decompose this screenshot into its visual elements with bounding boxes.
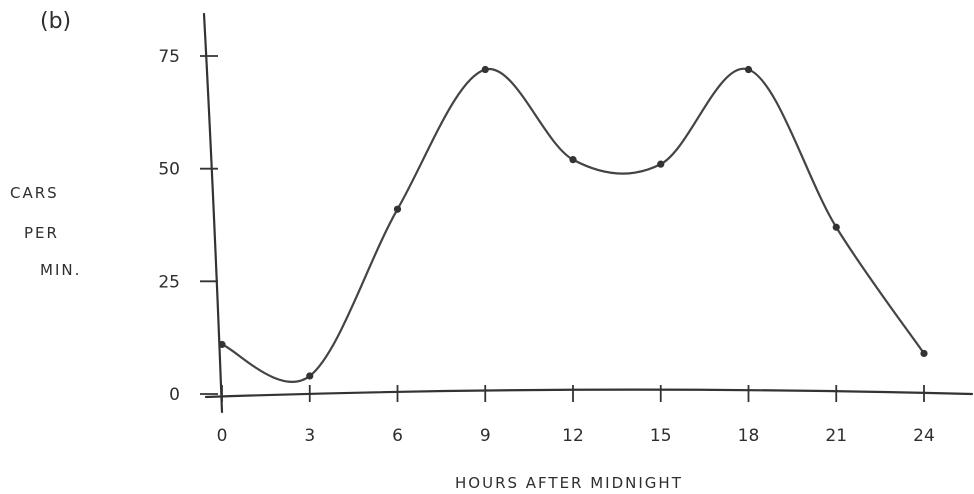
y-axis-label: CARS PER MIN. xyxy=(10,184,81,279)
x-tick-label: 3 xyxy=(304,426,315,446)
x-tick-label: 12 xyxy=(562,426,584,446)
y-tick-label: 50 xyxy=(158,160,180,180)
data-point xyxy=(657,160,665,168)
panel-label: (b) xyxy=(40,9,71,34)
x-tick-label: 21 xyxy=(825,426,847,446)
x-axis-label: HOURS AFTER MIDNIGHT xyxy=(455,474,683,492)
y-tick-label: 0 xyxy=(169,385,180,405)
data-point xyxy=(832,223,840,231)
x-tick-label: 6 xyxy=(392,426,403,446)
axes xyxy=(202,12,974,414)
y-axis-label-line-1: CARS xyxy=(10,184,59,202)
x-tick-label: 18 xyxy=(738,426,760,446)
x-tick-label: 24 xyxy=(913,426,935,446)
data-point xyxy=(569,156,577,164)
series-line xyxy=(221,67,925,383)
data-point xyxy=(744,65,753,74)
x-tick-label: 9 xyxy=(480,426,491,446)
x-axis-line xyxy=(204,388,974,399)
x-tick-label: 15 xyxy=(650,426,672,446)
y-axis-label-line-2: PER xyxy=(24,224,59,242)
data-point xyxy=(306,372,314,380)
data-point xyxy=(393,205,402,213)
data-point xyxy=(920,349,928,358)
data-point xyxy=(481,65,489,74)
y-tick-label: 25 xyxy=(158,272,180,292)
data-point xyxy=(218,340,226,349)
x-tick-label: 0 xyxy=(217,426,228,446)
y-tick-label: 75 xyxy=(158,47,180,67)
ticks: 0 3 6 9 12 15 18 21 24 0 25 50 75 xyxy=(158,47,934,446)
y-axis-line xyxy=(202,12,224,414)
series xyxy=(218,65,928,383)
y-axis-label-line-3: MIN. xyxy=(40,261,81,279)
